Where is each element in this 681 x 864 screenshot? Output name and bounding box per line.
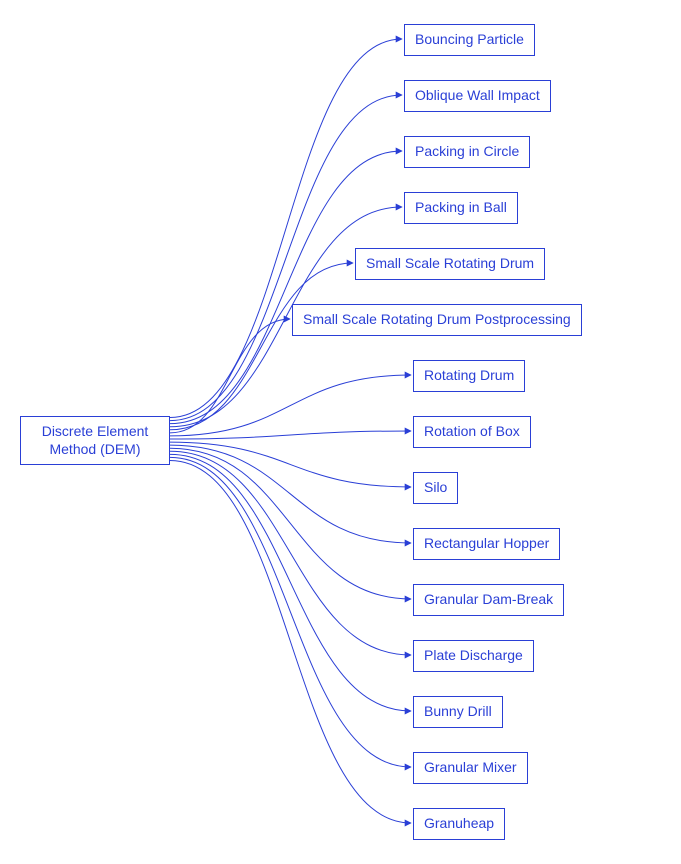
edge-to-small-drum-pp (170, 319, 290, 433)
edge-to-small-drum (170, 263, 353, 430)
child-node-rotating-drum[interactable]: Rotating Drum (413, 360, 525, 392)
child-node-bouncing-particle[interactable]: Bouncing Particle (404, 24, 535, 56)
child-node-granuheap[interactable]: Granuheap (413, 808, 505, 840)
child-node-oblique-wall-impact[interactable]: Oblique Wall Impact (404, 80, 551, 112)
edge-to-packing-in-circle (170, 151, 402, 424)
child-node-packing-in-circle[interactable]: Packing in Circle (404, 136, 530, 168)
child-node-small-drum[interactable]: Small Scale Rotating Drum (355, 248, 545, 280)
child-node-silo[interactable]: Silo (413, 472, 458, 504)
root-node-dem[interactable]: Discrete Element Method (DEM) (20, 416, 170, 465)
child-node-bunny-drill[interactable]: Bunny Drill (413, 696, 503, 728)
edge-to-silo (170, 442, 411, 487)
edge-to-dam-break (170, 448, 411, 599)
child-node-rotation-of-box[interactable]: Rotation of Box (413, 416, 531, 448)
child-node-small-drum-pp[interactable]: Small Scale Rotating Drum Postprocessing (292, 304, 582, 336)
edge-to-rotation-of-box (170, 431, 411, 439)
child-node-plate-discharge[interactable]: Plate Discharge (413, 640, 534, 672)
edge-to-bunny-drill (170, 454, 411, 711)
edge-to-granular-mixer (170, 457, 411, 767)
edge-to-bouncing-particle (170, 39, 402, 418)
child-node-dam-break[interactable]: Granular Dam-Break (413, 584, 564, 616)
child-node-granular-mixer[interactable]: Granular Mixer (413, 752, 528, 784)
child-node-rect-hopper[interactable]: Rectangular Hopper (413, 528, 560, 560)
edge-to-rotating-drum (170, 375, 411, 436)
edge-to-rect-hopper (170, 445, 411, 543)
edge-to-granuheap (170, 460, 411, 823)
edge-to-plate-discharge (170, 451, 411, 655)
child-node-packing-in-ball[interactable]: Packing in Ball (404, 192, 518, 224)
